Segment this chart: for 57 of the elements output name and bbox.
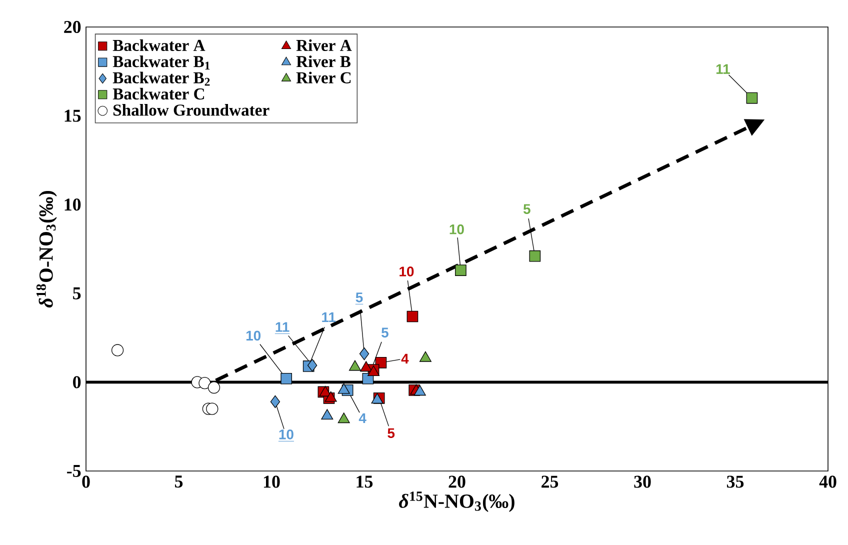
legend-label: Backwater A xyxy=(112,39,206,52)
y-tick-label: 5 xyxy=(73,287,81,300)
annotation: 10 xyxy=(450,224,464,234)
x-tick-label: 15 xyxy=(356,476,373,488)
annotation: 4 xyxy=(401,354,409,364)
annotation: 11 xyxy=(716,64,730,74)
y-tick-label: -5 xyxy=(67,465,81,477)
annotation: 11 xyxy=(322,312,336,322)
point xyxy=(338,383,350,394)
legend-label: River A xyxy=(296,39,352,52)
legend-label: Backwater C xyxy=(112,88,204,100)
x-tick-label: 10 xyxy=(264,476,280,488)
annotation: 10 xyxy=(279,429,294,440)
legend-label: River C xyxy=(296,72,351,84)
point xyxy=(414,385,426,396)
legend-label: River B xyxy=(296,56,350,68)
point xyxy=(208,381,220,394)
point xyxy=(321,409,334,420)
annotation: 5 xyxy=(356,292,363,302)
point xyxy=(529,250,541,262)
legend-label: Backwater B$_{1}$ xyxy=(112,56,210,70)
legend-label: Shallow Groundwater xyxy=(113,104,270,116)
point xyxy=(307,358,318,372)
y-tick-label: 10 xyxy=(64,198,81,211)
x-tick-label: 40 xyxy=(819,476,836,488)
point xyxy=(111,344,124,356)
x-tick-label: 35 xyxy=(726,476,744,488)
annotation: 5 xyxy=(388,428,395,438)
annotation: 4 xyxy=(358,413,366,423)
y-tick-label: 20 xyxy=(64,20,81,34)
point xyxy=(746,92,758,104)
point xyxy=(338,412,350,424)
annotation: 11 xyxy=(276,322,290,332)
y-tick-label: 0 xyxy=(73,376,81,388)
point xyxy=(270,395,280,408)
annotation: 5 xyxy=(523,204,530,214)
x-tick-label: 20 xyxy=(448,476,466,488)
point xyxy=(348,360,361,371)
x-tick-label: 0 xyxy=(82,476,90,488)
legend-label: Backwater B$_{2}$ xyxy=(112,72,210,86)
point xyxy=(280,372,292,384)
x-tick-label: 5 xyxy=(174,476,183,488)
annotation: 10 xyxy=(246,330,261,341)
point xyxy=(206,402,218,415)
point xyxy=(419,351,432,362)
annotation: 5 xyxy=(382,328,388,338)
x-tick-label: 30 xyxy=(634,476,651,488)
x-tick-label: 25 xyxy=(542,476,558,488)
point xyxy=(360,361,372,372)
y-tick-label: 15 xyxy=(64,110,81,122)
y-axis-title: δ$^{18}$O-NO$_{3}$(‰) xyxy=(36,191,57,308)
annotation: 10 xyxy=(400,266,414,276)
x-axis-title: δ$^{15}$N-NO$_{3}$(‰) xyxy=(399,492,514,512)
point xyxy=(406,310,418,322)
point xyxy=(359,347,370,360)
point xyxy=(198,377,211,390)
point xyxy=(455,264,466,276)
